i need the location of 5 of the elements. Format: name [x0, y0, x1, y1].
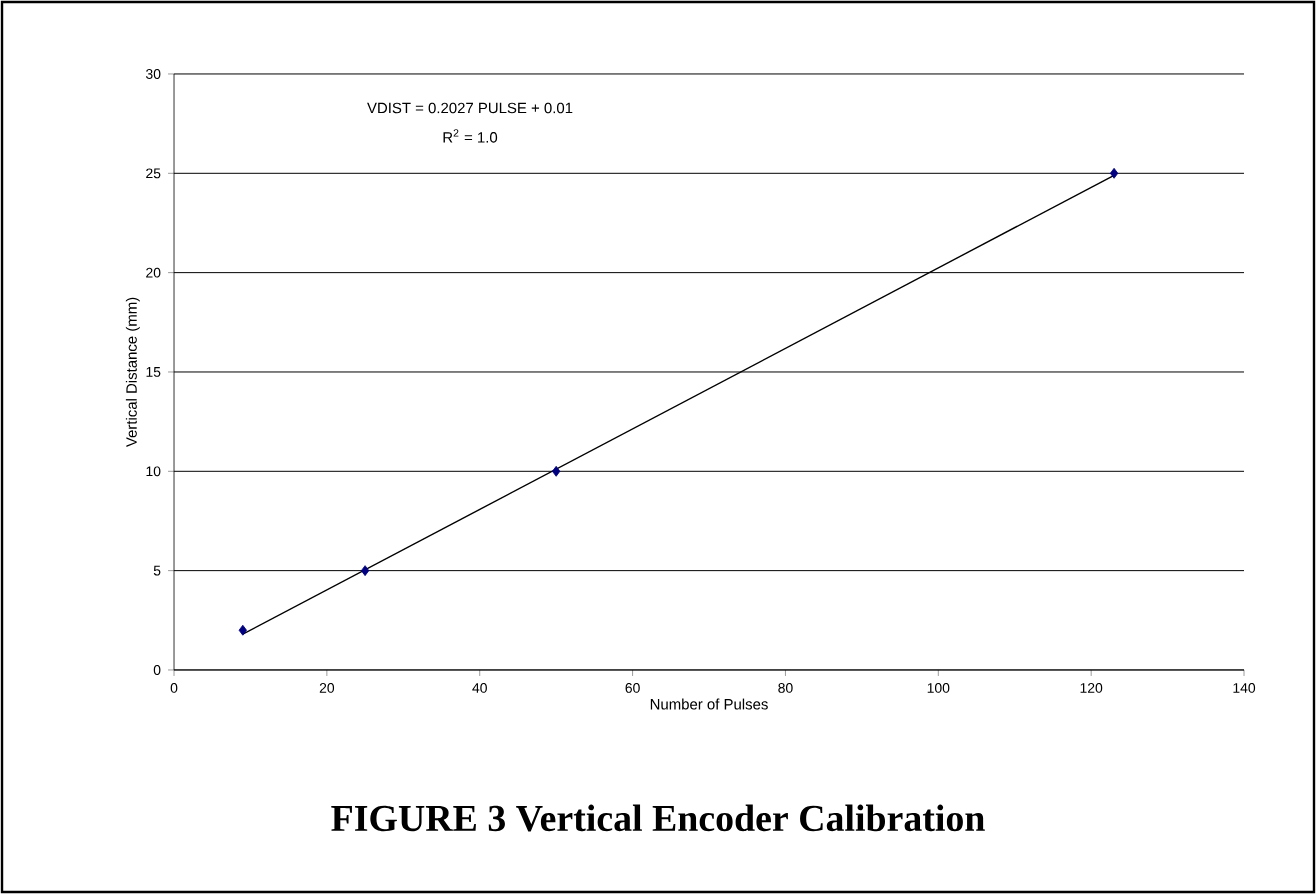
point [238, 624, 247, 636]
point [1109, 167, 1119, 179]
text: FIGURE 3 Vertical Encoder Calibration [331, 804, 985, 832]
point [552, 465, 561, 477]
point [360, 565, 370, 577]
